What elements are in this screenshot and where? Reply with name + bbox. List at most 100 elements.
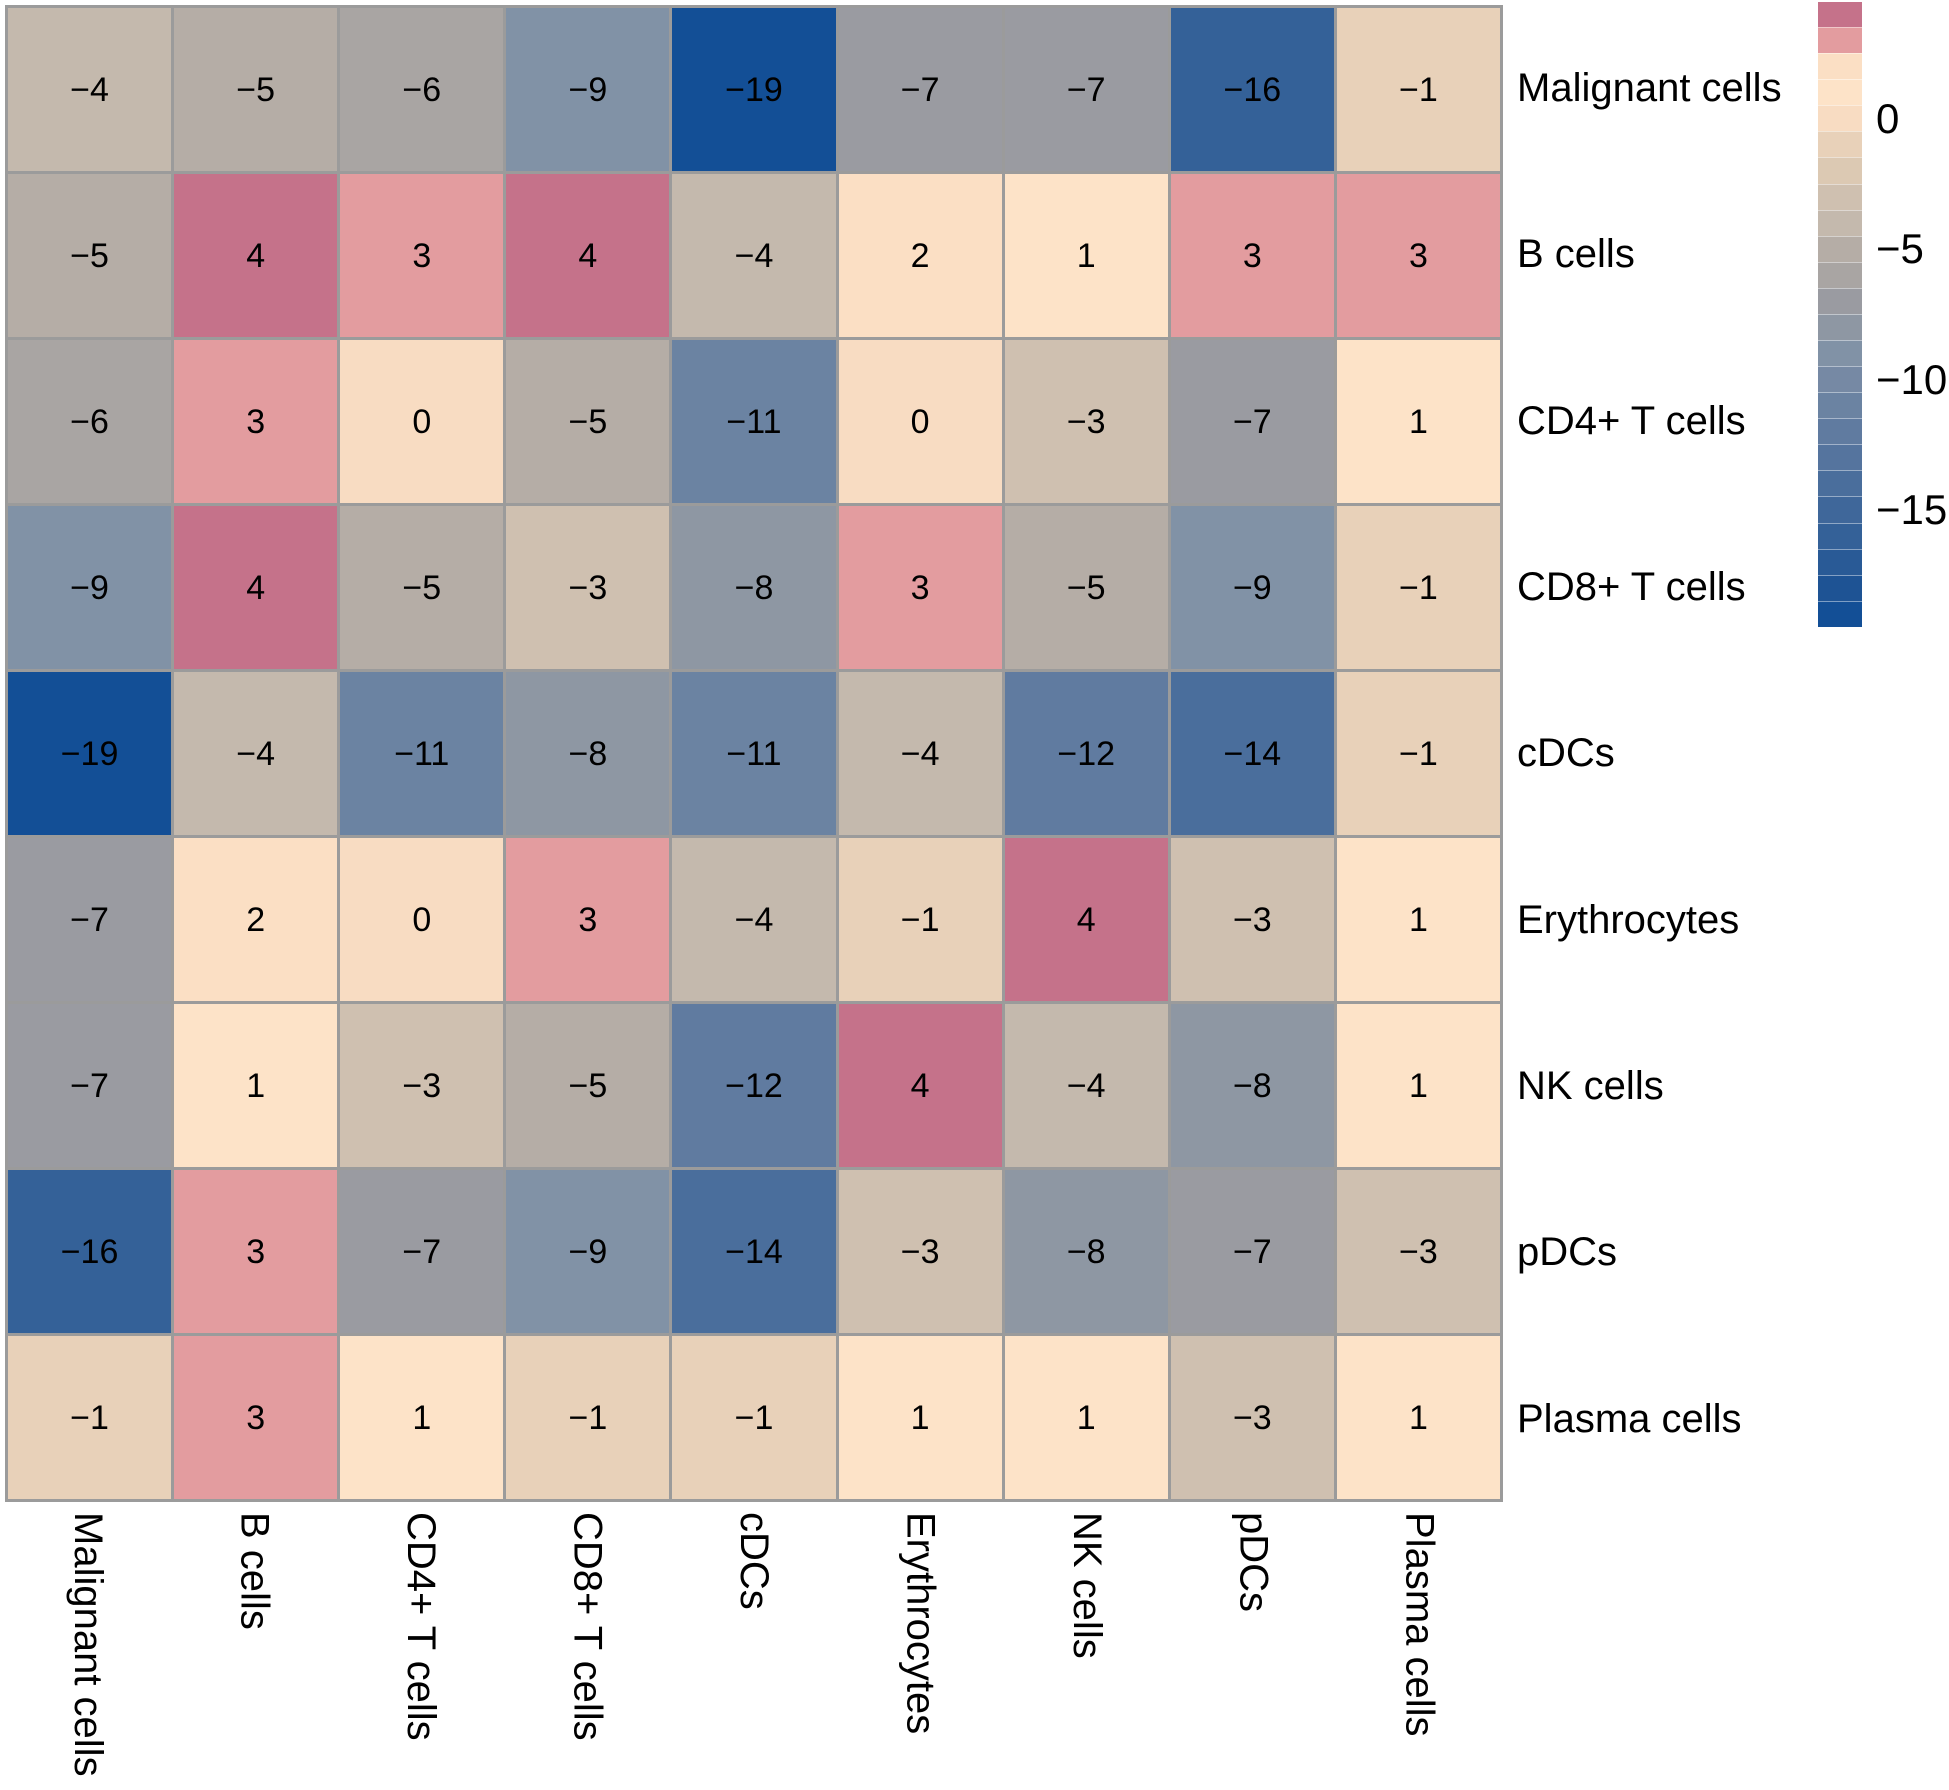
heatmap-cell: −7 — [8, 838, 172, 1001]
row-label-text: pDCs — [1517, 1230, 1618, 1275]
heatmap-cell: −9 — [8, 506, 172, 669]
heatmap-cell: 1 — [1004, 1336, 1168, 1499]
legend-color-block — [1818, 79, 1862, 106]
heatmap-cell: 3 — [1170, 174, 1334, 337]
heatmap-cell: −5 — [1004, 506, 1168, 669]
heatmap-cell: 3 — [340, 174, 504, 337]
heatmap-cell: −3 — [1004, 340, 1168, 503]
heatmap-cell: −5 — [506, 340, 670, 503]
row-label-text: B cells — [1517, 232, 1635, 277]
legend-color-block — [1818, 340, 1862, 367]
heatmap-cell: −3 — [1336, 1170, 1500, 1333]
heatmap-cell: −4 — [1004, 1004, 1168, 1167]
legend-color-block — [1818, 470, 1862, 497]
heatmap-cell: 1 — [1336, 838, 1500, 1001]
row-label-text: Erythrocytes — [1517, 897, 1740, 942]
row-label: Malignant cells — [1517, 5, 1937, 171]
heatmap-cell: −4 — [174, 672, 338, 835]
heatmap-cell: −1 — [8, 1336, 172, 1499]
col-label-text: Malignant cells — [66, 1512, 111, 1777]
legend-color-block — [1818, 548, 1862, 575]
col-label: Plasma cells — [1337, 1512, 1503, 1790]
legend-color-block — [1818, 131, 1862, 158]
legend-tick-label: 0 — [1876, 95, 1900, 143]
legend-tick-label: −10 — [1876, 355, 1948, 403]
heatmap-cell: −11 — [340, 672, 504, 835]
col-label: cDCs — [671, 1512, 837, 1790]
heatmap-cell: 3 — [174, 1170, 338, 1333]
heatmap-cell: 4 — [174, 174, 338, 337]
legend-color-block — [1818, 496, 1862, 523]
legend-color-block — [1818, 313, 1862, 341]
col-label-text: Erythrocytes — [898, 1512, 943, 1735]
col-label-text: pDCs — [1231, 1512, 1276, 1613]
heatmap-cell: −3 — [1170, 1336, 1334, 1499]
col-label-text: NK cells — [1064, 1512, 1109, 1659]
heatmap-cell: −7 — [1170, 1170, 1334, 1333]
heatmap-cell: −7 — [838, 8, 1002, 171]
heatmap-cell: −14 — [672, 1170, 836, 1333]
row-label: Erythrocytes — [1517, 837, 1937, 1003]
col-label: B cells — [171, 1512, 337, 1790]
heatmap-cell: 3 — [506, 838, 670, 1001]
heatmap-cell: −1 — [838, 838, 1002, 1001]
heatmap-cell: 3 — [838, 506, 1002, 669]
heatmap-cell: −4 — [672, 838, 836, 1001]
row-label: Plasma cells — [1517, 1336, 1937, 1502]
row-label: NK cells — [1517, 1003, 1937, 1169]
heatmap-cell: −12 — [1004, 672, 1168, 835]
heatmap-cell: −4 — [672, 174, 836, 337]
legend-color-block — [1818, 392, 1862, 419]
col-label: CD4+ T cells — [338, 1512, 504, 1790]
heatmap-cell: 4 — [506, 174, 670, 337]
heatmap-cell: −12 — [672, 1004, 836, 1167]
heatmap-cell: −1 — [1336, 672, 1500, 835]
heatmap-cell: 4 — [1004, 838, 1168, 1001]
heatmap-cell: −3 — [340, 1004, 504, 1167]
heatmap-cell: −8 — [1004, 1170, 1168, 1333]
heatmap-cell: 1 — [340, 1336, 504, 1499]
row-label-text: Plasma cells — [1517, 1396, 1742, 1441]
heatmap-cell: −1 — [1336, 506, 1500, 669]
heatmap-cell: −3 — [1170, 838, 1334, 1001]
heatmap-cell: 1 — [1336, 1004, 1500, 1167]
legend-color-block — [1818, 600, 1862, 627]
legend-colorbar — [1818, 2, 1862, 627]
legend-tick-label: −15 — [1876, 485, 1948, 533]
row-label: pDCs — [1517, 1169, 1937, 1335]
row-label: CD8+ T cells — [1517, 504, 1937, 670]
heatmap-cell: −8 — [1170, 1004, 1334, 1167]
col-label: Malignant cells — [5, 1512, 171, 1790]
heatmap-cell: −3 — [506, 506, 670, 669]
col-labels: Malignant cells B cells CD4+ T cells CD8+ T… — [5, 1512, 1503, 1790]
heatmap-cell: 2 — [838, 174, 1002, 337]
heatmap-cell: −8 — [506, 672, 670, 835]
heatmap-cell: 2 — [174, 838, 338, 1001]
heatmap-cell: −19 — [8, 672, 172, 835]
row-labels: Malignant cells B cells CD4+ T cells CD8+ T… — [1517, 5, 1937, 1502]
heatmap-cell: −11 — [672, 340, 836, 503]
legend-color-block — [1818, 105, 1862, 132]
row-label: CD4+ T cells — [1517, 338, 1937, 504]
heatmap-cell: −7 — [1170, 340, 1334, 503]
heatmap-cell: 3 — [174, 340, 338, 503]
heatmap-cell: −9 — [1170, 506, 1334, 669]
row-label-text: NK cells — [1517, 1064, 1664, 1109]
col-label-text: Plasma cells — [1397, 1512, 1442, 1737]
row-label-text: cDCs — [1517, 731, 1615, 776]
heatmap-cell: 4 — [174, 506, 338, 669]
heatmap-cell: −16 — [1170, 8, 1334, 171]
heatmap-cell: −4 — [838, 672, 1002, 835]
heatmap-cell: −7 — [1004, 8, 1168, 171]
heatmap-cell: −16 — [8, 1170, 172, 1333]
heatmap-cell: −14 — [1170, 672, 1334, 835]
heatmap-cell: −5 — [174, 8, 338, 171]
legend-color-block — [1818, 261, 1862, 288]
col-label: NK cells — [1004, 1512, 1170, 1790]
legend-tick-label: −5 — [1876, 225, 1924, 273]
heatmap-cell: −7 — [340, 1170, 504, 1333]
heatmap-cell: −1 — [672, 1336, 836, 1499]
heatmap-cell: 0 — [838, 340, 1002, 503]
col-label-text: CD4+ T cells — [399, 1512, 444, 1741]
